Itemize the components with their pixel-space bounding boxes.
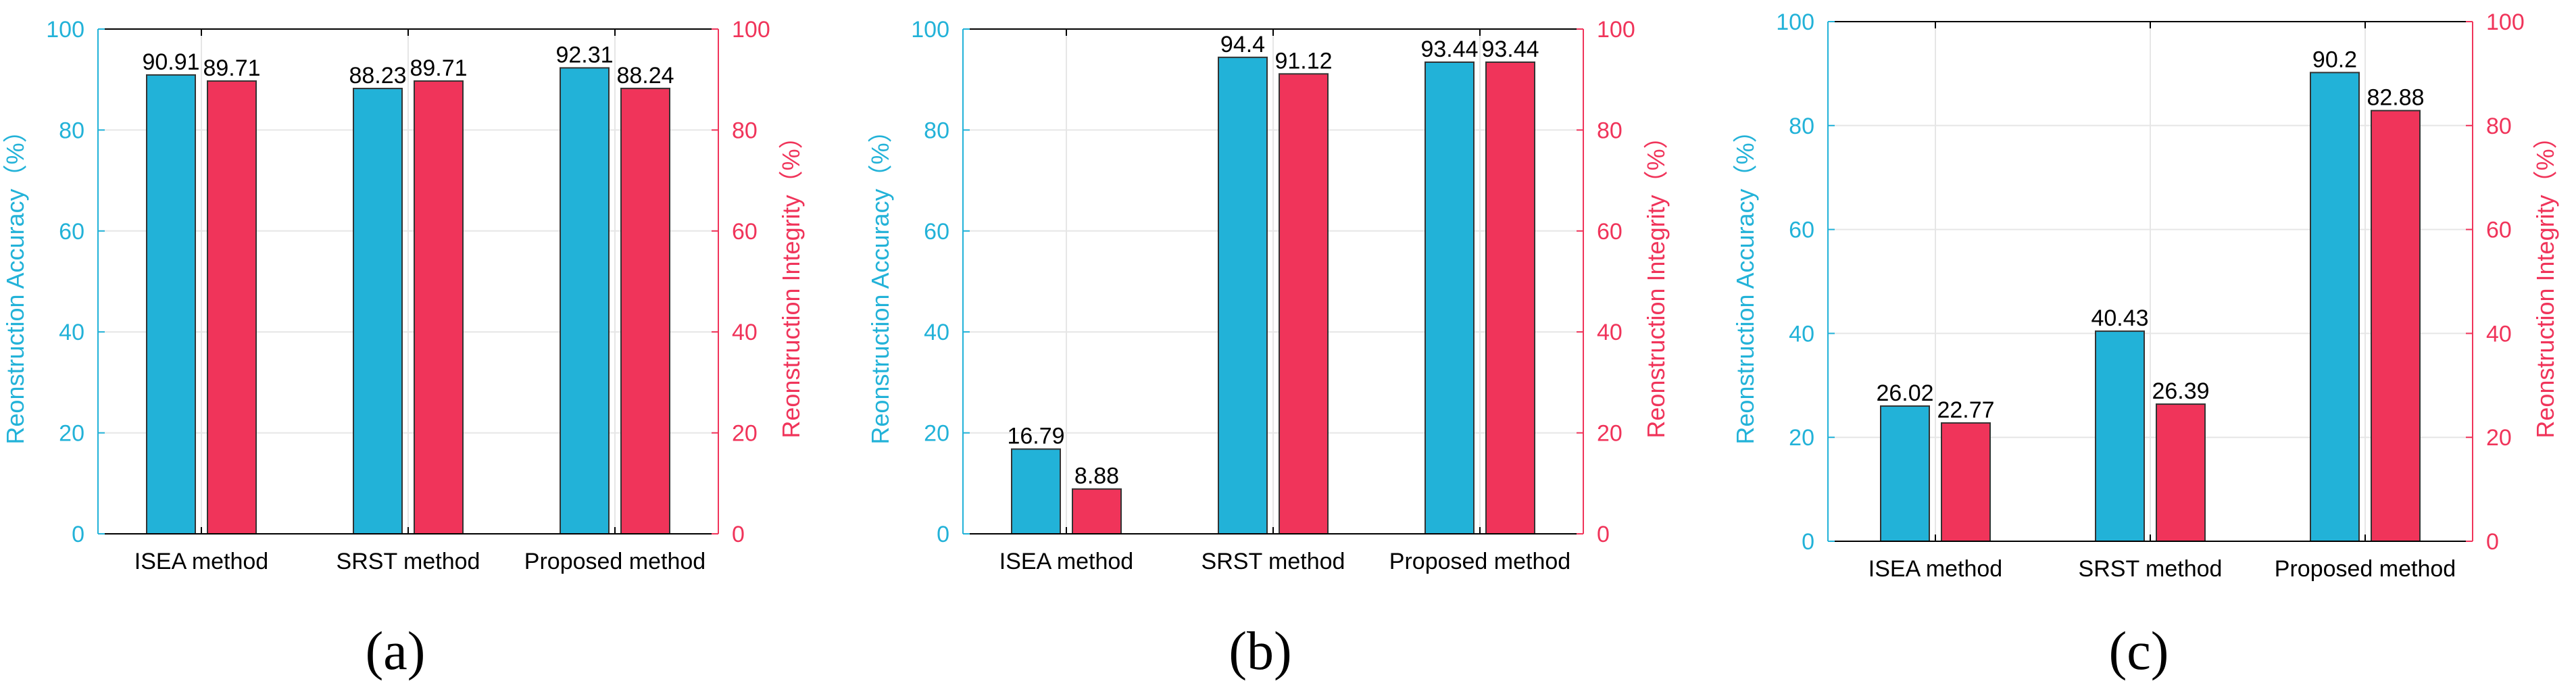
accuracy-label-3: 93.44 [1420,36,1478,62]
y-axis-title-left: Reonstruction Accuracy（%） [866,118,894,444]
y-tick-label-left: 60 [1789,218,1814,243]
integrity-label-2: 89.71 [410,55,467,81]
y-tick-label-left: 100 [1776,9,1814,35]
y-tick-label-left: 20 [924,421,949,447]
accuracy-label-3: 92.31 [555,42,613,68]
integrity-bar-1 [1941,422,1991,542]
accuracy-label-3: 90.2 [2312,47,2357,72]
panel-label: (b) [1229,622,1291,681]
accuracy-bar-3 [560,67,610,535]
y-tick-label-left: 40 [59,320,84,345]
y-tick-label-right: 100 [2486,9,2525,35]
integrity-bar-3 [2371,109,2421,543]
integrity-label-1: 89.71 [203,55,260,81]
y-tick-label-left: 0 [72,522,84,547]
integrity-label-3: 93.44 [1481,36,1539,62]
y-tick-label-left: 60 [59,219,84,245]
y-tick-label-right: 100 [1597,17,1635,43]
integrity-label-3: 88.24 [616,63,674,89]
y-tick-label-left: 0 [1802,529,1814,555]
y-tick-label-left: 40 [924,320,949,345]
accuracy-bar-1 [146,74,196,535]
chart-panel-b: 16.79 8.88 ISEA method 94.4 91.12 SRST method… [866,17,1670,681]
y-tick-label-left: 0 [937,522,949,547]
x-tick-label: Proposed method [524,549,705,574]
integrity-label-3: 82.88 [2367,85,2424,111]
y-axis-title-left: Reonstruction Accuracy（%） [1,118,29,444]
integrity-label-1: 22.77 [1937,397,1994,423]
accuracy-label-2: 40.43 [2091,305,2148,331]
y-tick-label-right: 40 [732,320,758,345]
y-tick-label-right: 0 [732,522,745,547]
accuracy-bar-1 [1011,448,1061,535]
y-tick-label-right: 60 [732,219,758,245]
x-tick-label: SRST method [2079,556,2223,582]
accuracy-label-1: 26.02 [1876,380,1933,406]
y-tick-label-right: 40 [2486,321,2512,347]
accuracy-bar-2 [2095,330,2145,542]
panel-label: (c) [2109,622,2169,681]
y-tick-label-right: 20 [732,421,758,447]
accuracy-bar-3 [1425,61,1475,535]
accuracy-bar-2 [353,87,403,535]
integrity-label-1: 8.88 [1074,464,1119,489]
y-tick-label-right: 80 [2486,114,2512,139]
x-tick-label: SRST method [1202,549,1345,574]
y-tick-label-right: 100 [732,17,770,43]
accuracy-label-1: 90.91 [142,49,199,75]
y-tick-label-left: 100 [46,17,84,43]
integrity-bar-2 [2156,403,2206,543]
y-tick-label-left: 40 [1789,321,1814,347]
accuracy-bar-1 [1880,405,1930,542]
integrity-bar-2 [414,80,464,535]
integrity-bar-3 [620,87,670,535]
y-tick-label-left: 80 [59,118,84,143]
accuracy-label-1: 16.79 [1007,424,1064,449]
y-tick-label-right: 20 [2486,425,2512,451]
integrity-label-2: 26.39 [2152,378,2209,404]
x-tick-label: SRST method [337,549,480,574]
y-tick-label-right: 40 [1597,320,1623,345]
accuracy-label-2: 88.23 [349,63,406,89]
y-axis-title-left: Reonstruction Accuracy（%） [1731,118,1759,444]
y-tick-label-right: 60 [1597,219,1623,245]
y-tick-label-right: 80 [1597,118,1623,143]
integrity-bar-1 [207,80,257,535]
x-tick-label: Proposed method [1389,549,1570,574]
accuracy-bar-2 [1218,56,1268,535]
y-tick-label-right: 80 [732,118,758,143]
y-axis-title-right: Reonstruction Integrity（%） [1642,124,1670,438]
accuracy-label-2: 94.4 [1220,32,1265,57]
y-tick-label-right: 60 [2486,218,2512,243]
x-tick-label: ISEA method [134,549,268,574]
y-axis-title-right: Reonstruction Integrity（%） [777,124,805,438]
accuracy-bar-3 [2310,72,2360,542]
y-tick-label-left: 100 [911,17,949,43]
x-tick-label: ISEA method [999,549,1133,574]
y-tick-label-left: 80 [924,118,949,143]
y-tick-label-left: 20 [1789,425,1814,451]
y-tick-label-right: 20 [1597,421,1623,447]
y-tick-label-left: 60 [924,219,949,245]
integrity-bar-3 [1485,61,1535,535]
integrity-label-2: 91.12 [1274,48,1332,74]
y-tick-label-left: 80 [1789,114,1814,139]
integrity-bar-2 [1279,73,1329,535]
x-tick-label: ISEA method [1868,556,2002,582]
panel-label: (a) [366,622,426,681]
integrity-bar-1 [1072,488,1122,535]
y-tick-label-right: 0 [2486,529,2499,555]
y-axis-title-right: Reonstruction Integrity（%） [2531,124,2559,438]
x-tick-label: Proposed method [2275,556,2456,582]
y-tick-label-right: 0 [1597,522,1610,547]
y-tick-label-left: 20 [59,421,84,447]
